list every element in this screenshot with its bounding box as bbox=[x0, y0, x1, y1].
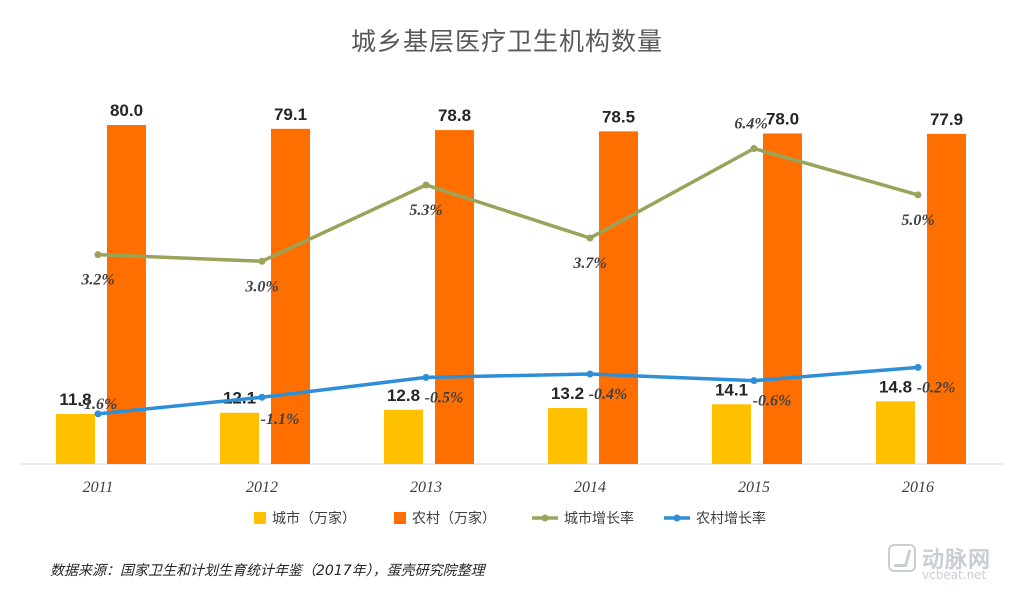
line-point bbox=[914, 191, 922, 199]
rate-label: 5.0% bbox=[901, 212, 934, 229]
city-growth-line bbox=[97, 146, 919, 264]
bar-city bbox=[712, 404, 751, 464]
bar-value-label: 12.8 bbox=[387, 386, 420, 405]
line-point bbox=[750, 144, 758, 152]
bar-city bbox=[548, 408, 587, 464]
bar-rural bbox=[599, 131, 638, 464]
bar-value-label: 14.8 bbox=[879, 377, 912, 396]
rate-label: -0.6% bbox=[753, 393, 792, 410]
legend-swatch bbox=[254, 512, 266, 524]
bar-city bbox=[384, 409, 423, 464]
watermark-name: 动脉网 bbox=[922, 548, 992, 573]
legend-swatch-point bbox=[541, 514, 549, 522]
bar-value-label: 14.1 bbox=[715, 380, 748, 399]
rate-label: 6.4% bbox=[734, 115, 767, 132]
bar-city bbox=[220, 412, 259, 464]
line-point bbox=[422, 373, 430, 381]
bar-value-label: 78.0 bbox=[766, 109, 799, 128]
line-point bbox=[422, 181, 430, 189]
line-point bbox=[94, 251, 102, 259]
bar-city bbox=[876, 401, 915, 464]
x-tick-label: 2016 bbox=[902, 479, 934, 496]
line-point bbox=[94, 410, 102, 418]
bar-value-label: 78.8 bbox=[438, 106, 471, 125]
watermark: 动脉网 vcbeat.net bbox=[888, 538, 998, 584]
bar-value-label: 77.9 bbox=[930, 110, 963, 129]
x-tick-label: 2014 bbox=[574, 479, 606, 496]
rate-label: 3.0% bbox=[244, 278, 278, 295]
bar-rural bbox=[107, 125, 146, 464]
rate-label: -1.1% bbox=[261, 411, 300, 428]
x-tick-label: 2011 bbox=[83, 479, 114, 496]
bar-value-label: 11.8 bbox=[59, 390, 91, 409]
vcbeat-logo-icon bbox=[888, 544, 916, 572]
source-note: 数据来源：国家卫生和计划生育统计年鉴（2017年），蛋壳研究院整理 bbox=[50, 563, 485, 579]
bar-rural bbox=[763, 133, 802, 464]
line-point bbox=[258, 257, 266, 265]
rate-label: -1.6% bbox=[79, 396, 118, 413]
legend-label: 农村增长率 bbox=[696, 510, 766, 527]
legend-label: 城市（万家） bbox=[272, 510, 356, 527]
bar-rural bbox=[927, 133, 966, 464]
bar-rural bbox=[435, 130, 474, 464]
line-point bbox=[914, 363, 922, 371]
line-point bbox=[750, 377, 758, 385]
x-tick-label: 2013 bbox=[410, 479, 442, 496]
rate-label: -0.5% bbox=[425, 389, 464, 406]
watermark-site: vcbeat.net bbox=[922, 568, 987, 582]
chart-title: 城乡基层医疗卫生机构数量 bbox=[350, 27, 663, 56]
rate-label: -0.2% bbox=[917, 379, 956, 396]
bar-rural bbox=[271, 128, 310, 464]
x-tick-label: 2015 bbox=[738, 479, 770, 496]
legend-label: 城市增长率 bbox=[564, 510, 634, 527]
bar-value-label: 80.0 bbox=[110, 101, 143, 120]
legend-swatch bbox=[394, 512, 406, 524]
legend-label: 农村（万家） bbox=[412, 510, 496, 527]
rate-label: -0.4% bbox=[589, 386, 628, 403]
legend-swatch-point bbox=[673, 514, 681, 522]
bar-value-label: 79.1 bbox=[274, 105, 307, 124]
rate-label: 5.3% bbox=[409, 202, 442, 219]
line-point bbox=[586, 234, 594, 242]
line-point bbox=[586, 370, 594, 378]
rural-growth-line bbox=[97, 365, 919, 416]
bar-value-label: 78.5 bbox=[602, 107, 635, 126]
bar-value-label: 13.2 bbox=[551, 384, 584, 403]
line-point bbox=[258, 393, 266, 401]
rate-label: 3.7% bbox=[572, 255, 606, 272]
x-tick-label: 2012 bbox=[246, 479, 278, 496]
bar-city bbox=[56, 413, 95, 464]
rate-label: 3.2% bbox=[80, 272, 114, 289]
